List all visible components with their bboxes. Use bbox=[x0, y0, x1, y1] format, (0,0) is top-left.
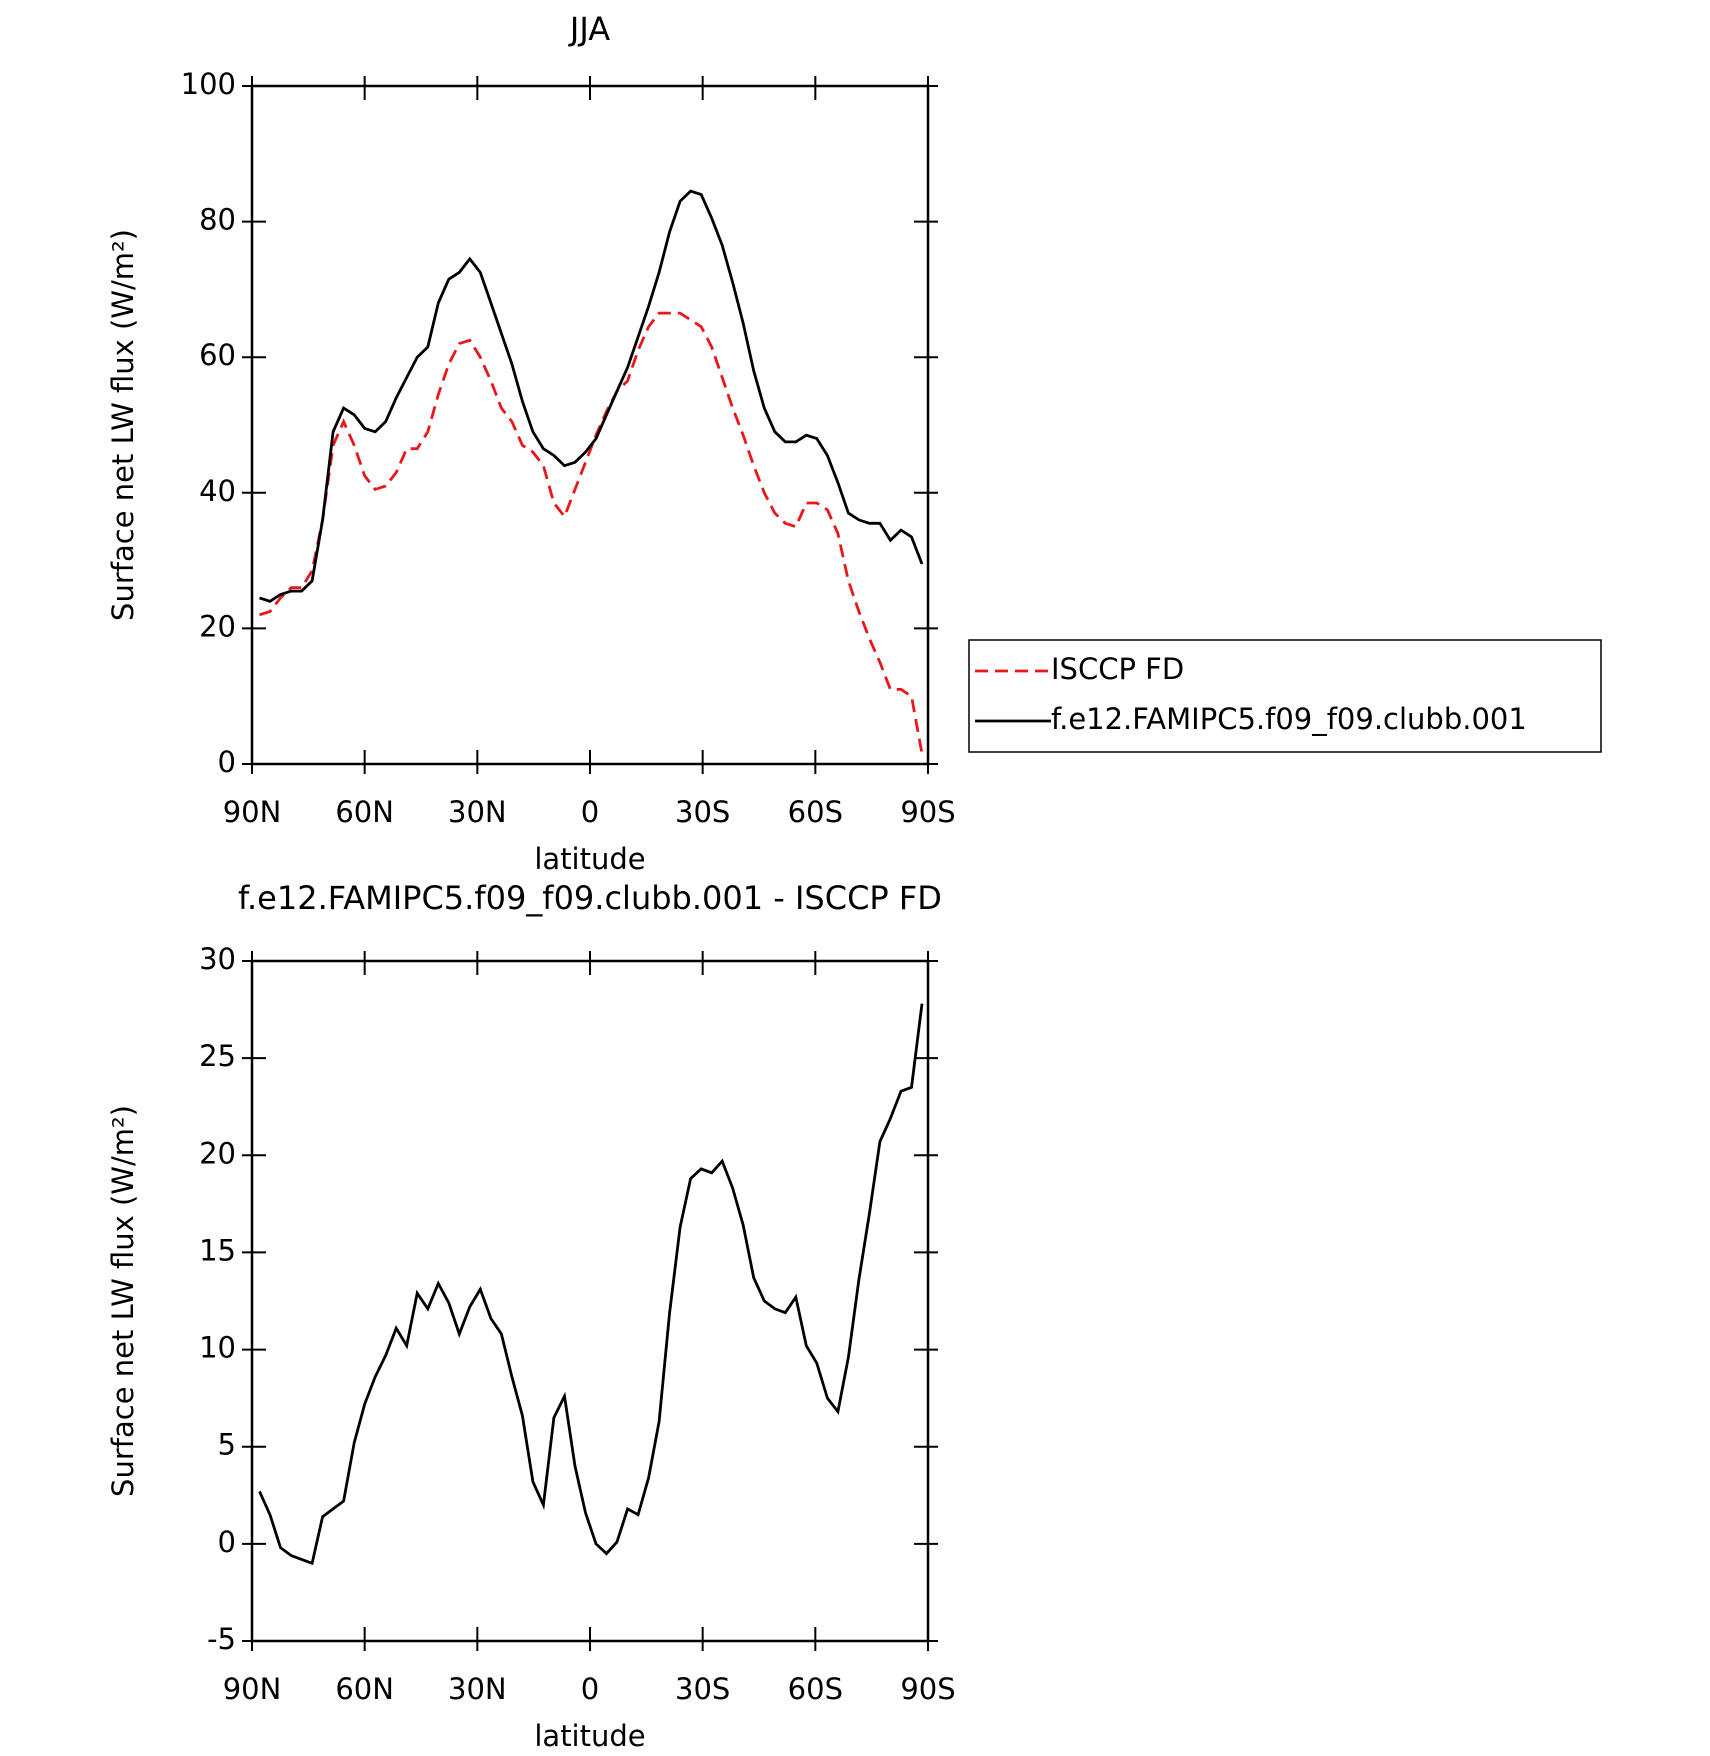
x-tick-label: 90N bbox=[223, 1672, 282, 1706]
y-tick-label: 100 bbox=[181, 67, 236, 101]
x-tick-label: 30N bbox=[448, 795, 507, 829]
legend-box bbox=[968, 639, 1602, 753]
y-tick-label: 40 bbox=[199, 474, 236, 508]
legend-label: f.e12.FAMIPC5.f09_f09.clubb.001 bbox=[1051, 702, 1527, 736]
y-tick-label: 20 bbox=[199, 609, 236, 643]
data-line bbox=[258, 1003, 924, 1566]
x-axis-label: latitude bbox=[534, 842, 645, 876]
chart-title: f.e12.FAMIPC5.f09_f09.clubb.001 - ISCCP … bbox=[238, 879, 942, 917]
y-tick-label: 60 bbox=[199, 338, 236, 372]
x-tick-label: 60N bbox=[335, 795, 394, 829]
x-tick-label: 0 bbox=[581, 795, 599, 829]
x-tick-label: 0 bbox=[581, 1672, 599, 1706]
x-tick-label: 90S bbox=[900, 1672, 955, 1706]
y-tick-label: 10 bbox=[199, 1331, 236, 1365]
x-tick-label: 90S bbox=[900, 795, 955, 829]
y-tick-label: 15 bbox=[199, 1233, 236, 1267]
x-tick-label: 30S bbox=[675, 1672, 730, 1706]
y-tick-label: 25 bbox=[199, 1039, 236, 1073]
x-tick-label: 30S bbox=[675, 795, 730, 829]
y-tick-label: 30 bbox=[199, 942, 236, 976]
legend-label: ISCCP FD bbox=[1051, 652, 1184, 686]
x-tick-label: 60S bbox=[788, 795, 843, 829]
x-tick-label: 60S bbox=[788, 1672, 843, 1706]
y-axis-label: Surface net LW flux (W/m²) bbox=[106, 1105, 140, 1497]
data-line bbox=[259, 311, 924, 755]
plot-frame bbox=[250, 84, 930, 766]
x-axis-label: latitude bbox=[534, 1719, 645, 1753]
x-tick-label: 90N bbox=[223, 795, 282, 829]
y-tick-label: 80 bbox=[199, 203, 236, 237]
y-tick-label: 5 bbox=[218, 1428, 236, 1462]
y-tick-label: 0 bbox=[218, 745, 236, 779]
plot-frame bbox=[250, 959, 930, 1643]
x-tick-label: 60N bbox=[335, 1672, 394, 1706]
y-tick-label: 20 bbox=[199, 1136, 236, 1170]
chart-title: JJA bbox=[568, 10, 610, 48]
data-line bbox=[259, 189, 924, 603]
y-tick-label: -5 bbox=[207, 1622, 236, 1656]
x-tick-label: 30N bbox=[448, 1672, 507, 1706]
y-axis-label: Surface net LW flux (W/m²) bbox=[106, 229, 140, 621]
y-tick-label: 0 bbox=[218, 1525, 236, 1559]
